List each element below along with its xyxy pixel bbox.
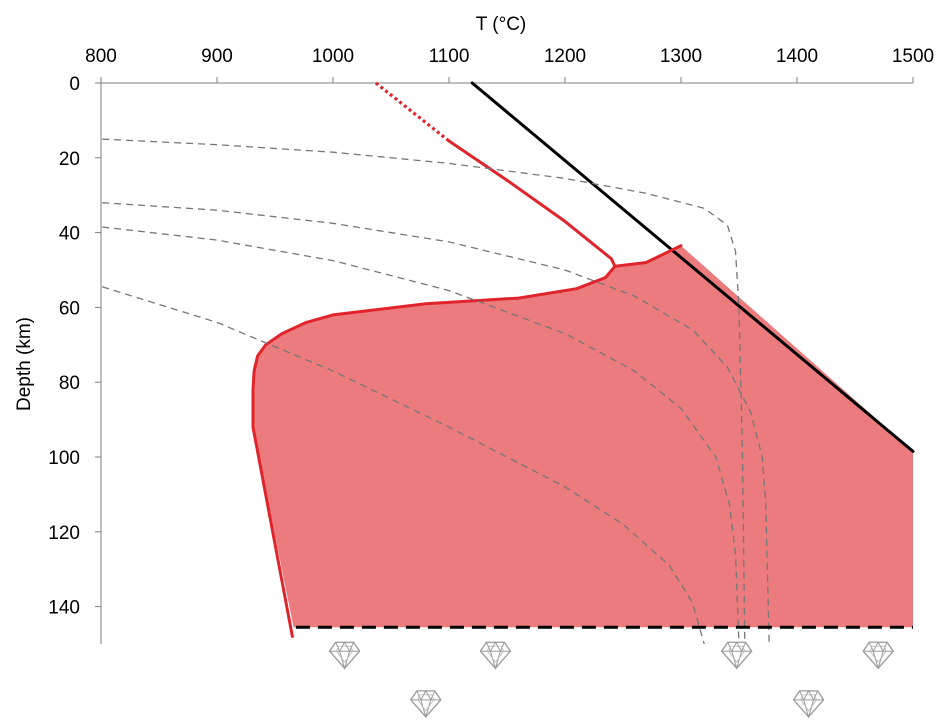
x-tick-label: 1000 bbox=[312, 46, 354, 67]
diamond-icon bbox=[328, 641, 361, 669]
series-line-6 bbox=[102, 202, 770, 645]
y-tick-label: 0 bbox=[69, 74, 80, 95]
x-tick-label: 800 bbox=[85, 46, 117, 67]
y-tick-label: 100 bbox=[48, 448, 80, 469]
series-line-8 bbox=[102, 286, 705, 645]
diamond-icon bbox=[410, 690, 442, 718]
series-line-4 bbox=[613, 244, 683, 268]
series-line-5 bbox=[102, 138, 746, 645]
x-tick-label: 1300 bbox=[660, 46, 702, 67]
x-tick-label: 1200 bbox=[544, 46, 586, 67]
y-tick-label: 120 bbox=[48, 523, 80, 544]
x-tick-label: 1100 bbox=[429, 46, 470, 67]
y-axis-title: Depth (km) bbox=[14, 317, 35, 411]
y-tick-label: 140 bbox=[48, 598, 80, 619]
x-tick-label: 1400 bbox=[776, 46, 818, 67]
y-tick-label: 40 bbox=[59, 224, 80, 245]
diamond-icon bbox=[479, 641, 512, 669]
y-tick-label: 60 bbox=[59, 298, 80, 319]
series-line-2 bbox=[374, 81, 450, 143]
filled-region bbox=[253, 245, 913, 628]
series-line-3 bbox=[251, 139, 617, 638]
x-axis-title: T (°C) bbox=[476, 14, 527, 35]
diamond-icon bbox=[721, 641, 753, 669]
y-tick-label: 20 bbox=[59, 149, 80, 170]
diamond-icon bbox=[862, 641, 894, 669]
diamond-icon bbox=[792, 690, 825, 718]
series-line-1 bbox=[470, 81, 915, 453]
x-tick-label: 1500 bbox=[892, 46, 934, 67]
y-tick-label: 80 bbox=[59, 373, 80, 394]
x-tick-label: 900 bbox=[201, 46, 233, 67]
series-line-7 bbox=[102, 226, 740, 645]
